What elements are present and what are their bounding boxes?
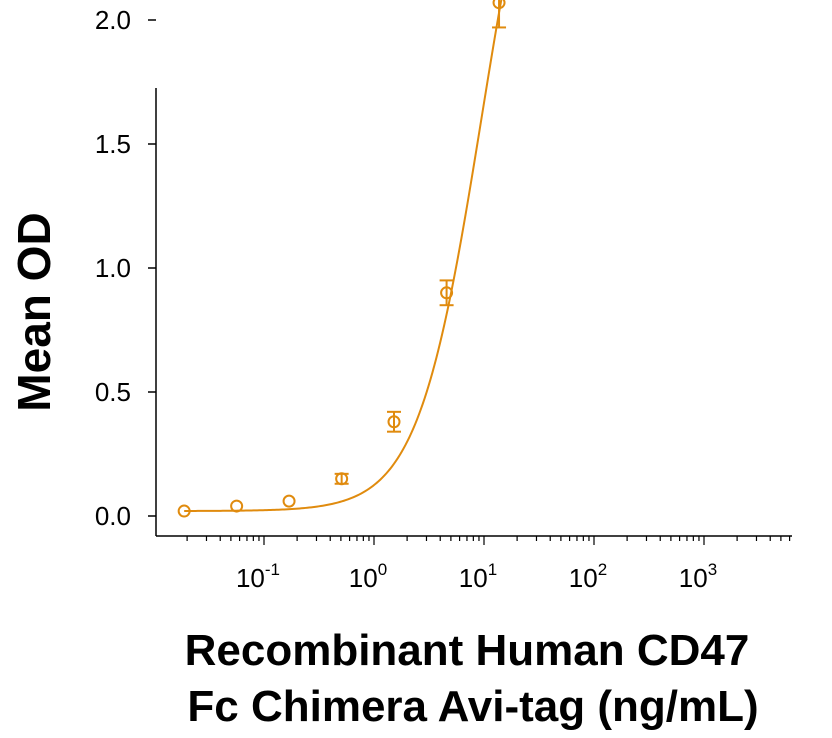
point-marker [492,0,506,10]
data-point [492,0,507,29]
data-points [177,0,507,518]
y-tick-label: 1.5 [95,129,131,159]
y-ticks: 0.00.51.01.52.02.53.0 [95,5,156,531]
point-marker [335,472,349,486]
data-point [334,472,349,486]
data-point [177,504,191,518]
data-point [282,494,296,508]
x-axis-title-line-2: Fc Chimera Avi-tag (ng/mL) [187,682,758,731]
point-marker [440,286,454,300]
x-tick-label: 103 [679,560,717,593]
data-point [439,279,454,307]
x-axis-title-line-1: Recombinant Human CD47 [185,626,750,675]
x-tick-label: 102 [569,560,607,593]
fit-curve-layer [184,0,503,512]
y-tick-label: 2.0 [95,5,131,35]
y-tick-label: 0.0 [95,501,131,531]
x-tick-label: 10-1 [236,560,280,593]
point-marker [177,504,191,518]
point-marker [282,494,296,508]
x-tick-label: 101 [459,560,497,593]
point-marker [387,415,401,429]
fit-curve [184,0,503,512]
x-ticks: 10-1 100 101 102 103 [186,536,791,593]
axes [155,88,792,537]
y-axis-title: Mean OD [8,212,60,411]
point-marker [230,499,244,513]
x-tick-label: 100 [349,560,387,593]
y-tick-label: 1.0 [95,253,131,283]
data-point [387,410,402,433]
data-point [230,499,244,513]
y-tick-label: 0.5 [95,377,131,407]
